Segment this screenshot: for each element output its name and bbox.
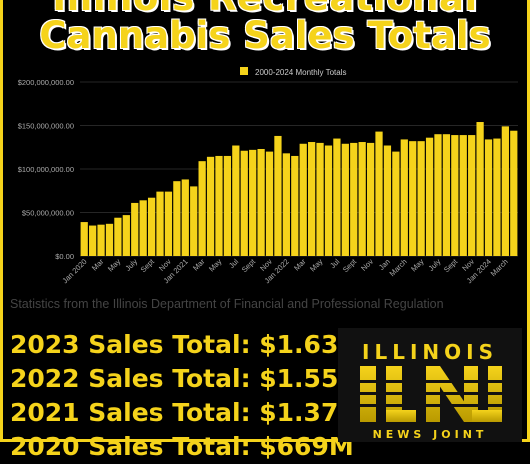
x-tick-label: July	[123, 257, 139, 273]
bar	[190, 186, 198, 256]
bar	[147, 197, 156, 256]
bar	[459, 135, 467, 256]
x-tick-label: Jul	[227, 257, 240, 270]
legend-label: 2000-2024 Monthly Totals	[255, 68, 346, 77]
bar	[383, 145, 392, 256]
bar	[105, 223, 114, 256]
bar	[291, 155, 299, 256]
x-tick-label: Sept	[240, 256, 258, 274]
bar	[164, 191, 173, 256]
title-line-1: Illinois Recreational	[0, 0, 530, 19]
x-tick-label: Jan 2020	[60, 257, 88, 285]
bar	[468, 135, 476, 256]
x-tick-label: Mar	[292, 257, 308, 273]
title-line-2: Cannabis Sales Totals	[39, 14, 491, 57]
bar	[274, 135, 282, 256]
bar	[358, 142, 366, 256]
total-2022: 2022 Sales Total: $1.55B	[10, 364, 358, 393]
bar	[198, 161, 206, 256]
bar	[493, 138, 501, 256]
bar	[173, 181, 181, 256]
bar	[249, 149, 257, 256]
bar	[501, 126, 509, 257]
x-tick-label: Sept	[139, 256, 157, 274]
bar	[131, 202, 139, 256]
bar	[333, 138, 341, 256]
logo-bottom-text: NEWS JOINT	[372, 428, 488, 441]
bar	[510, 130, 518, 256]
bar	[232, 145, 240, 256]
bar	[89, 225, 97, 256]
bar	[442, 134, 451, 256]
bar	[215, 155, 223, 256]
bar	[181, 179, 189, 256]
bar	[114, 217, 122, 256]
bar	[139, 200, 147, 256]
bar	[484, 139, 493, 256]
bar	[392, 151, 400, 256]
bar	[366, 142, 375, 256]
total-2021: 2021 Sales Total: $1.37B	[10, 398, 358, 427]
x-tick-label: March	[489, 257, 510, 278]
bar	[476, 122, 484, 256]
bar	[156, 191, 164, 256]
x-tick-label: May	[106, 257, 123, 274]
bar	[97, 224, 105, 256]
legend-swatch	[240, 67, 248, 75]
x-tick-label: May	[308, 257, 325, 274]
bar	[324, 145, 333, 256]
bar	[316, 142, 324, 256]
bar	[375, 131, 383, 256]
x-tick-label: July	[427, 257, 443, 273]
y-tick-label: $150,000,000.00	[18, 122, 74, 131]
x-tick-label: Mar	[90, 257, 106, 273]
bar	[341, 143, 349, 256]
bar	[434, 134, 442, 256]
illinois-news-joint-logo: ILLINOIS NEWS JOINT	[338, 328, 522, 442]
logo-top-text: ILLINOIS	[362, 340, 498, 364]
bar	[451, 135, 459, 256]
bar	[240, 150, 248, 256]
x-tick-label: Jul	[328, 257, 341, 270]
x-tick-label: May	[207, 257, 224, 274]
bar	[299, 143, 307, 256]
bar	[206, 156, 215, 256]
bar	[400, 139, 408, 256]
y-tick-label: $50,000,000.00	[22, 209, 74, 218]
y-tick-label: $0.00	[55, 252, 74, 261]
x-tick-label: Mar	[191, 257, 207, 273]
x-tick-label: March	[388, 257, 409, 278]
bar	[425, 137, 434, 256]
x-tick-label: Nov	[359, 257, 375, 273]
bar	[350, 142, 358, 256]
total-2020: 2020 Sales Total: $669M	[10, 432, 354, 461]
bar	[223, 155, 232, 256]
bar	[265, 151, 274, 256]
x-tick-label: Sept	[442, 256, 460, 274]
x-tick-label: May	[409, 257, 426, 274]
source-note: Statistics from the Illinois Department …	[10, 297, 444, 311]
monthly-sales-bar-chart: 2000-2024 Monthly Totals $0.00 $50,000,000…	[18, 67, 518, 285]
bar	[257, 148, 265, 256]
y-tick-label: $200,000,000.00	[18, 78, 74, 87]
bar	[417, 141, 425, 256]
poster-frame	[0, 0, 530, 442]
x-tick-label: Sept	[341, 256, 359, 274]
bar	[409, 141, 417, 256]
y-tick-label: $100,000,000.00	[18, 165, 74, 174]
bar	[80, 222, 88, 256]
ilnj-mark-icon	[352, 366, 512, 422]
bar	[308, 142, 316, 256]
sales-totals-list: 2023 Sales Total: $1.63B 2022 Sales Tota…	[10, 328, 357, 464]
total-2023: 2023 Sales Total: $1.63B	[10, 330, 358, 359]
bar	[122, 215, 130, 256]
bar	[282, 153, 290, 256]
